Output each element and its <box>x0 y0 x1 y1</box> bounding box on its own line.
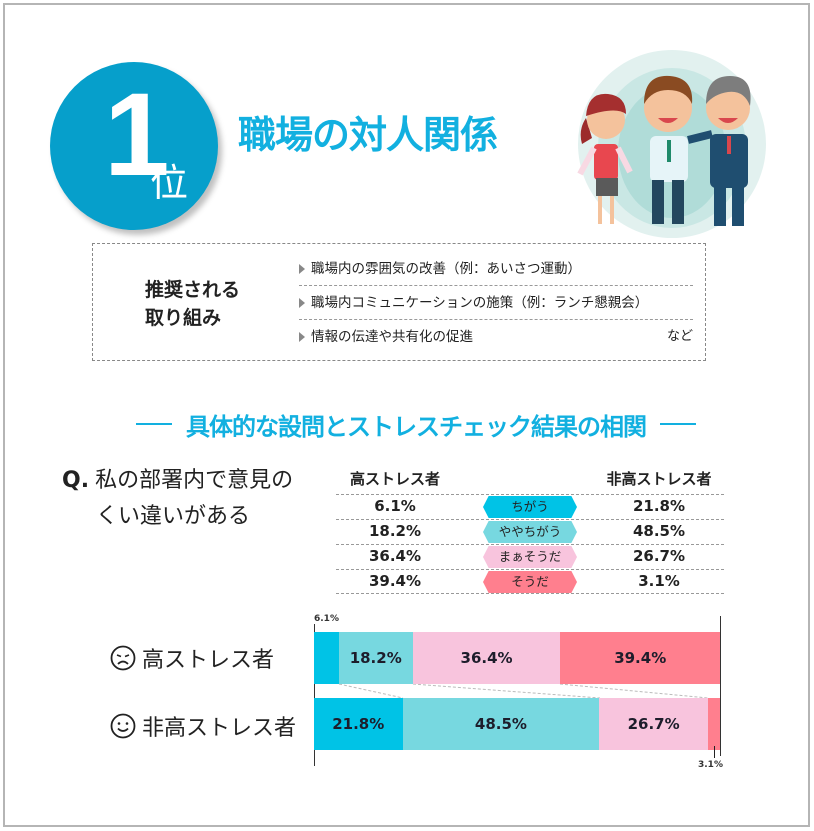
bar-segment <box>314 632 339 684</box>
bullet-triangle-icon <box>299 264 305 274</box>
recommended-item-text: 職場内コミュニケーションの施策（例：ランチ懇親会） <box>311 295 649 311</box>
recommended-item-text: 情報の伝達や共有化の促進 <box>311 329 473 345</box>
bar-segment: 18.2% <box>338 632 413 684</box>
cell-high: 39.4% <box>368 572 422 590</box>
rank-number: 1 <box>104 69 170 201</box>
axis-right <box>720 616 721 756</box>
bullet-triangle-icon <box>299 298 305 308</box>
col-header-non-high-stress: 非高ストレス者 <box>606 470 712 488</box>
rank-suffix: 位 <box>150 161 189 205</box>
cell-normal: 21.8% <box>632 497 686 515</box>
results-table: 高ストレス者 非高ストレス者 6.1% ちがう 21.8% 18.2% ややちが… <box>336 468 724 594</box>
row-label-high-stress: 高ストレス者 <box>110 642 274 674</box>
recommended-item: 職場内の雰囲気の改善（例：あいさつ運動） <box>299 252 693 286</box>
cell-normal: 26.7% <box>632 547 686 565</box>
bar-non-high-stress: 21.8% 48.5% 26.7% <box>314 698 720 750</box>
cell-normal: 3.1% <box>638 572 680 590</box>
question: Q. 私の部署内で意見の くい違いがある <box>62 463 293 535</box>
legend-tag: ちがう <box>483 496 577 518</box>
question-prefix: Q. <box>62 468 90 493</box>
table-row: 6.1% ちがう 21.8% <box>336 494 724 519</box>
bar-segment: 48.5% <box>402 698 600 750</box>
table-row: 36.4% まぁそうだ 26.7% <box>336 544 724 569</box>
row-label-non-high-stress: 非高ストレス者 <box>110 710 296 742</box>
bar-high-stress: 18.2% 36.4% 39.4% <box>314 632 720 684</box>
recommended-item-text: 職場内の雰囲気の改善（例：あいさつ運動） <box>311 261 581 277</box>
bar-segment: 36.4% <box>412 632 561 684</box>
recommended-etc: など <box>666 329 693 344</box>
row-label-text: 高ストレス者 <box>142 648 275 673</box>
recommended-label-line2: 取り組み <box>145 307 222 329</box>
col-header-high-stress: 高ストレス者 <box>349 470 440 488</box>
smile-face-icon <box>110 713 136 739</box>
table-row: 18.2% ややちがう 48.5% <box>336 519 724 544</box>
cell-normal: 48.5% <box>632 522 686 540</box>
rank-badge: 1 位 <box>50 62 218 230</box>
heading-rule-left <box>136 423 172 425</box>
bar-connector-lines <box>338 683 709 699</box>
question-line1: 私の部署内で意見の <box>95 468 294 493</box>
section-heading-text: 具体的な設問とストレスチェック結果の相関 <box>186 412 647 441</box>
table-header: 高ストレス者 非高ストレス者 <box>336 468 724 494</box>
question-line2: くい違いがある <box>96 504 251 529</box>
recommended-item: 職場内コミュニケーションの施策（例：ランチ懇親会） <box>299 286 693 320</box>
coworkers-illustration-icon <box>577 50 766 238</box>
table-row: 39.4% そうだ 3.1% <box>336 569 724 594</box>
cell-high: 6.1% <box>374 497 416 515</box>
stacked-bar-chart: 6.1% 高ストレス者 18.2% 36.4% 39.4% 非高ストレス者 21… <box>100 612 740 772</box>
heading-rule-right <box>660 423 696 425</box>
bar-segment <box>707 698 720 750</box>
recommended-label: 推奨される 取り組み <box>145 276 240 332</box>
bar-segment: 21.8% <box>314 698 403 750</box>
section-heading: 具体的な設問とストレスチェック結果の相関 <box>86 407 746 441</box>
recommended-actions-box: 推奨される 取り組み 職場内の雰囲気の改善（例：あいさつ運動） 職場内コミュニケ… <box>92 243 706 361</box>
tick-mark <box>714 746 715 758</box>
cell-high: 36.4% <box>368 547 422 565</box>
cell-high: 18.2% <box>368 522 422 540</box>
high-seg1-small-label: 6.1% <box>314 614 339 624</box>
bar-segment: 39.4% <box>560 632 720 684</box>
page-title: 職場の対人関係 <box>238 113 498 157</box>
sad-face-icon <box>110 645 136 671</box>
recommended-label-line1: 推奨される <box>145 279 241 301</box>
legend-tag: そうだ <box>483 571 577 593</box>
normal-seg4-small-label: 3.1% <box>698 760 723 770</box>
row-label-text: 非高ストレス者 <box>142 716 297 741</box>
recommended-item: 情報の伝達や共有化の促進 など <box>299 320 693 354</box>
legend-tag: ややちがう <box>483 521 577 543</box>
recommended-list: 職場内の雰囲気の改善（例：あいさつ運動） 職場内コミュニケーションの施策（例：ラ… <box>299 252 693 354</box>
bullet-triangle-icon <box>299 332 305 342</box>
legend-tag: まぁそうだ <box>483 546 577 568</box>
axis-left <box>314 624 315 766</box>
bar-segment: 26.7% <box>599 698 708 750</box>
